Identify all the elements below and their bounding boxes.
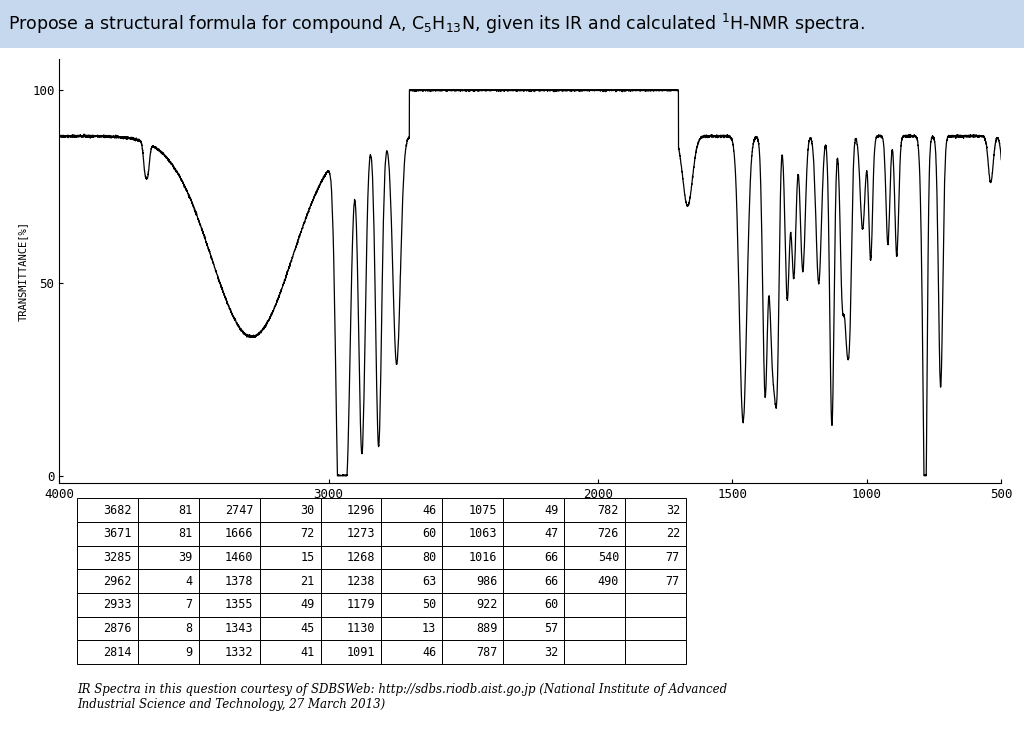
- Y-axis label: TRANSMITTANCE[%]: TRANSMITTANCE[%]: [17, 221, 28, 321]
- Text: IR Spectra in this question courtesy of SDBSWeb: http://sdbs.riodb.aist.go.jp (N: IR Spectra in this question courtesy of …: [77, 683, 727, 711]
- X-axis label: WAVENUMBER[-1]: WAVENUMBER[-1]: [480, 504, 581, 517]
- Text: Propose a structural formula for compound A, C$_5$H$_{13}$N, given its IR and ca: Propose a structural formula for compoun…: [8, 12, 865, 36]
